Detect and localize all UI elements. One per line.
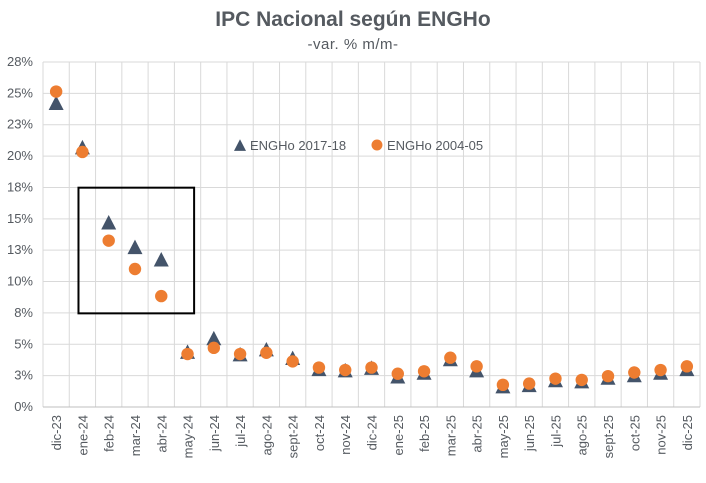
point-engho-2017-18: [127, 239, 143, 255]
x-tick-label: nov-25: [654, 415, 669, 455]
x-tick-label: ago-24: [259, 415, 274, 455]
point-engho-2004-05: [417, 365, 431, 378]
x-tick-label: nov-24: [338, 415, 353, 455]
y-tick-label: 25%: [7, 85, 33, 100]
point-engho-2004-05: [654, 363, 667, 377]
point-engho-2004-05: [102, 234, 115, 247]
point-engho-2004-05: [496, 378, 510, 392]
y-tick-label: 13%: [7, 242, 33, 257]
point-engho-2017-18: [206, 330, 222, 346]
y-tick-label: 15%: [7, 211, 33, 226]
x-tick-label: mar-24: [128, 415, 143, 456]
highlight-box: [77, 186, 196, 315]
point-engho-2004-05: [181, 347, 194, 361]
point-engho-2004-05: [339, 363, 352, 377]
chart-subtitle: -var. % m/m-: [307, 36, 399, 53]
point-engho-2004-05: [233, 347, 247, 361]
x-tick-label: jul-24: [233, 415, 248, 448]
point-engho-2004-05: [365, 361, 378, 374]
point-engho-2004-05: [128, 262, 142, 276]
point-engho-2004-05: [49, 85, 63, 98]
x-tick-label: jun-24: [207, 415, 222, 452]
x-tick-label: sept-24: [286, 415, 301, 458]
x-tick-label: oct-25: [627, 415, 642, 451]
point-engho-2004-05: [207, 341, 221, 355]
x-tick-label: sept-25: [601, 415, 616, 458]
point-engho-2004-05: [76, 145, 89, 159]
legend-label-engho-2004-05: ENGHo 2004-05: [387, 138, 483, 153]
x-tick-label: abr-25: [470, 415, 485, 453]
point-engho-2004-05: [312, 361, 326, 374]
point-engho-2004-05: [628, 366, 641, 379]
chart-title: IPC Nacional según ENGHo: [215, 8, 491, 31]
x-tick-label: feb-25: [417, 415, 432, 452]
legend-marker-engho-2004-05: [371, 139, 383, 151]
point-engho-2004-05: [260, 346, 273, 359]
point-engho-2004-05: [680, 360, 694, 373]
point-engho-2004-05: [444, 351, 457, 364]
point-engho-2004-05: [522, 377, 536, 390]
point-engho-2017-18: [48, 95, 64, 110]
point-engho-2004-05: [286, 355, 299, 368]
x-tick-label: dic-23: [49, 415, 64, 450]
y-tick-label: 5%: [14, 336, 33, 351]
x-tick-label: feb-24: [102, 415, 117, 452]
x-tick-label: jul-25: [548, 415, 563, 448]
point-engho-2004-05: [470, 360, 483, 373]
y-tick-label: 10%: [7, 274, 33, 289]
y-tick-label: 28%: [7, 54, 33, 69]
y-tick-label: 8%: [14, 305, 33, 320]
point-engho-2004-05: [575, 373, 588, 387]
point-engho-2004-05: [155, 289, 168, 303]
point-engho-2004-05: [391, 367, 404, 380]
y-tick-label: 3%: [14, 368, 33, 383]
x-tick-label: oct-24: [312, 415, 327, 451]
x-tick-label: may-25: [496, 415, 511, 458]
point-engho-2004-05: [549, 372, 562, 385]
x-tick-label: ene-24: [75, 415, 90, 455]
legend-marker-engho-2017-18: [234, 139, 246, 151]
x-tick-label: mar-25: [443, 415, 458, 456]
point-engho-2004-05: [601, 369, 615, 383]
legend-label-engho-2017-18: ENGHo 2017-18: [250, 138, 346, 153]
point-engho-2017-18: [153, 252, 169, 267]
x-tick-label: may-24: [181, 415, 196, 458]
y-tick-label: 0%: [14, 399, 33, 414]
x-tick-label: dic-24: [365, 415, 380, 450]
y-tick-label: 18%: [7, 179, 33, 194]
y-tick-label: 23%: [7, 117, 33, 132]
y-tick-label: 20%: [7, 148, 33, 163]
x-tick-label: abr-24: [154, 415, 169, 453]
x-tick-label: ene-25: [391, 415, 406, 455]
x-tick-label: ago-25: [575, 415, 590, 455]
point-engho-2017-18: [101, 215, 117, 230]
x-tick-label: jun-25: [522, 415, 537, 452]
x-tick-label: dic-25: [680, 415, 695, 450]
